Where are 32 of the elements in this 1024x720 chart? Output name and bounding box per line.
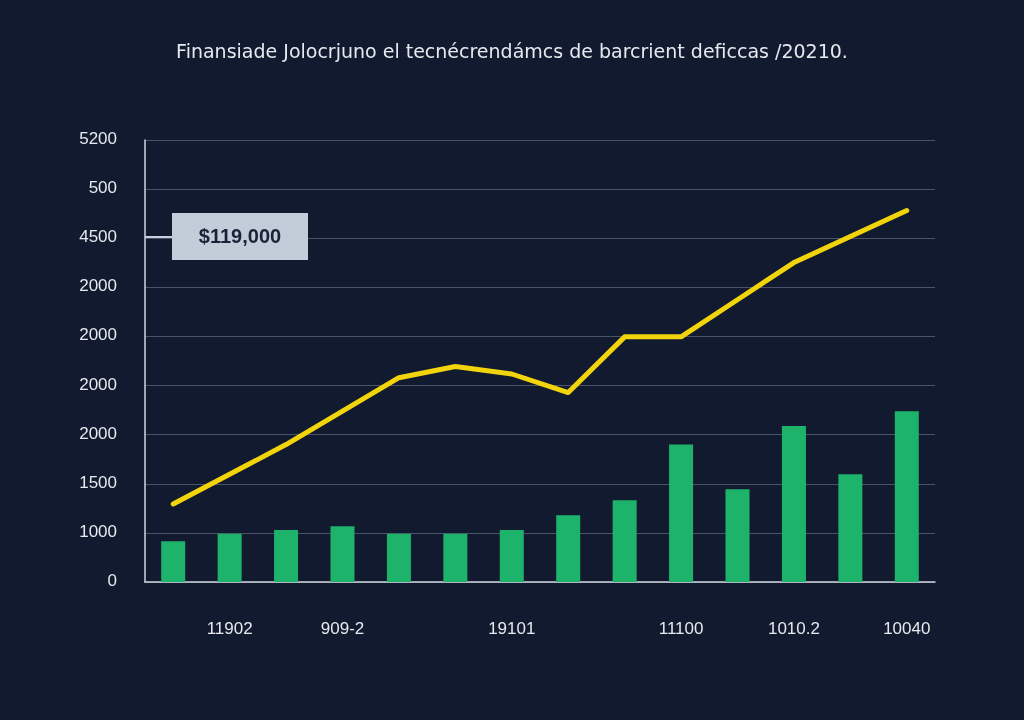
bar (386, 533, 411, 582)
annotation: $119,000 (172, 213, 308, 260)
bar (894, 411, 919, 582)
x-tick-label: 11100 (658, 619, 704, 638)
bar (499, 530, 524, 582)
text: 1000 (79, 521, 118, 541)
bar (217, 533, 242, 582)
bar (274, 530, 299, 582)
text: 500 (88, 178, 118, 198)
text: 2000 (79, 276, 118, 296)
bar (161, 541, 186, 582)
text: 4500 (79, 227, 118, 247)
x-tick-label: 10040 (883, 619, 931, 638)
bar (612, 500, 637, 582)
bar (330, 526, 355, 582)
x-tick-label: 1010.2 (767, 619, 820, 638)
bar (443, 533, 468, 582)
x-tick-label: 11902 (206, 619, 253, 638)
bar (556, 515, 581, 582)
bar (725, 489, 750, 582)
chart-title: Finansiade Jolocrjuno el tecnécrendámcs de barcrient deficcas /20210. (176, 39, 848, 62)
text: 2000 (79, 325, 118, 345)
x-tick-label: 909-2 (320, 619, 365, 638)
bar (669, 444, 694, 582)
bar (781, 426, 806, 582)
text: 2000 (79, 374, 118, 394)
text: 2000 (79, 423, 118, 443)
bar (838, 474, 863, 582)
text: 0 (107, 571, 118, 590)
text: 5200 (79, 129, 118, 148)
text: 1500 (79, 472, 118, 492)
x-tick-label: 19101 (488, 619, 536, 638)
